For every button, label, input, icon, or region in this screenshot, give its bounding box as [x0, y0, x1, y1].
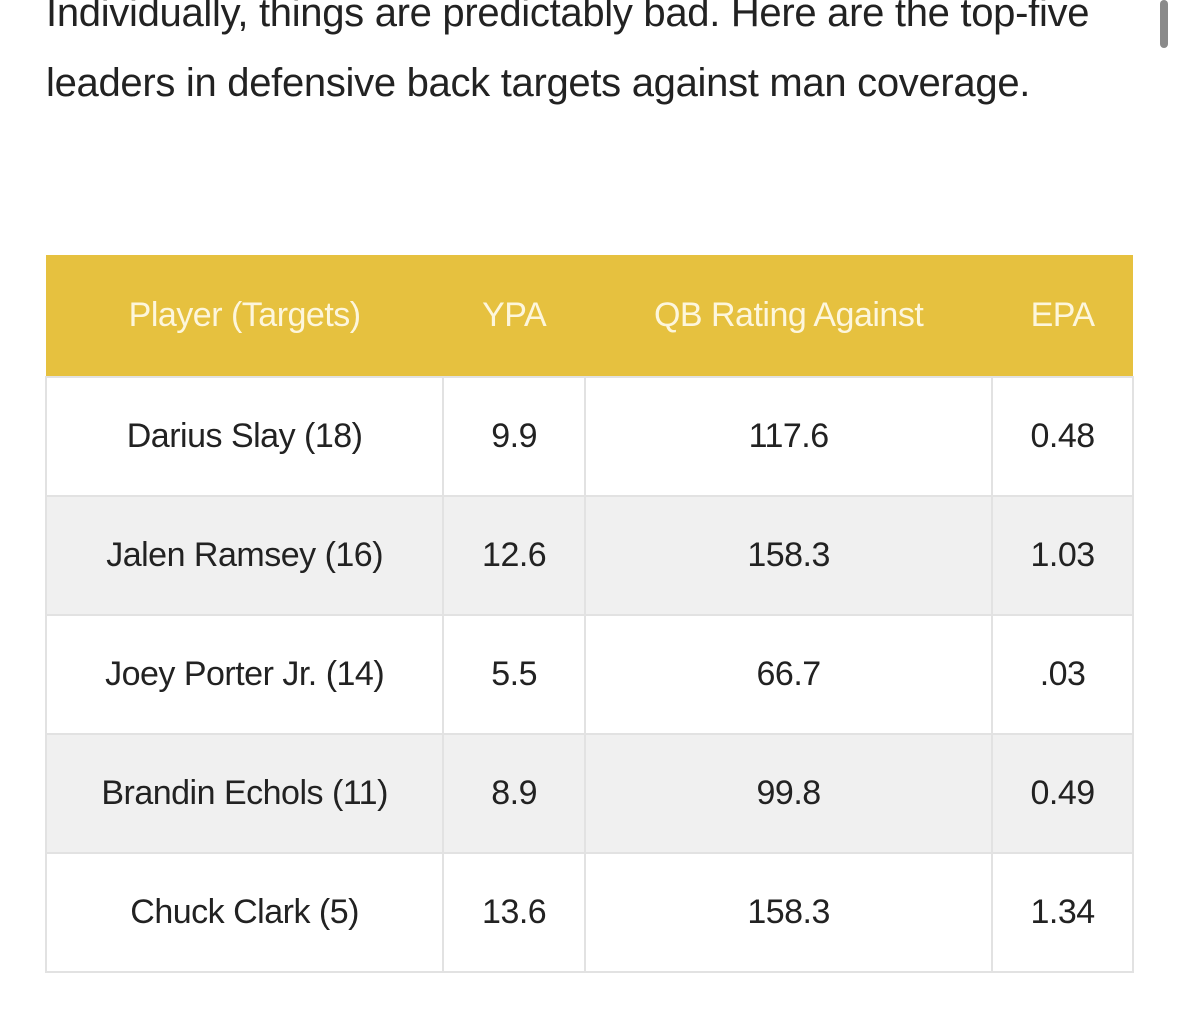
table-row: Joey Porter Jr. (14) 5.5 66.7.03 — [44, 614, 1134, 735]
defensive-backs-table: Player (Targets) YPA QB Rating Against E… — [44, 255, 1134, 973]
cell-epa: 0.48 — [991, 376, 1134, 497]
cell-qb-rating: 117.6 — [584, 376, 994, 497]
table-row: Jalen Ramsey (16) 12.6 158.3 1.03 — [44, 495, 1134, 616]
cell-qb-rating: 158.3 — [584, 852, 994, 973]
cell-qb-rating: 158.3 — [584, 495, 994, 616]
table-row: Brandin Echols (11) 8.9 99.8 0.49 — [44, 733, 1134, 854]
scrollbar[interactable] — [1160, 0, 1168, 48]
cell-ypa: 8.9 — [442, 733, 587, 854]
cell-epa: 0.49 — [991, 733, 1134, 854]
cell-player: Darius Slay (18) — [44, 376, 445, 497]
intro-paragraph: Individually, things are predictably bad… — [46, 0, 1090, 105]
header-player: Player (Targets) — [46, 255, 444, 377]
cell-epa: 1.34 — [991, 852, 1134, 973]
cell-epa: 1.03 — [991, 495, 1134, 616]
table-row: Darius Slay (18) 9.9 117.6 0.48 — [44, 376, 1134, 497]
table-header-row: Player (Targets) YPA QB Rating Against E… — [46, 255, 1133, 377]
cell-ypa: 12.6 — [442, 495, 587, 616]
cell-ypa: 13.6 — [442, 852, 587, 973]
cell-ypa: 9.9 — [442, 376, 587, 497]
cell-player: Chuck Clark (5) — [44, 852, 445, 973]
cell-qb-rating: 99.8 — [584, 733, 994, 854]
cell-qb-rating: 66.7 — [584, 614, 994, 735]
header-epa: EPA — [992, 255, 1133, 377]
cell-player: Joey Porter Jr. (14) — [44, 614, 445, 735]
table-row: Chuck Clark (5) 13.6 158.3 1.34 — [44, 852, 1134, 973]
header-ypa: YPA — [443, 255, 586, 377]
header-qb-rating: QB Rating Against — [585, 255, 993, 377]
cell-epa: .03 — [991, 614, 1134, 735]
cell-player: Brandin Echols (11) — [44, 733, 445, 854]
cell-ypa: 5.5 — [442, 614, 587, 735]
cell-player: Jalen Ramsey (16) — [44, 495, 445, 616]
